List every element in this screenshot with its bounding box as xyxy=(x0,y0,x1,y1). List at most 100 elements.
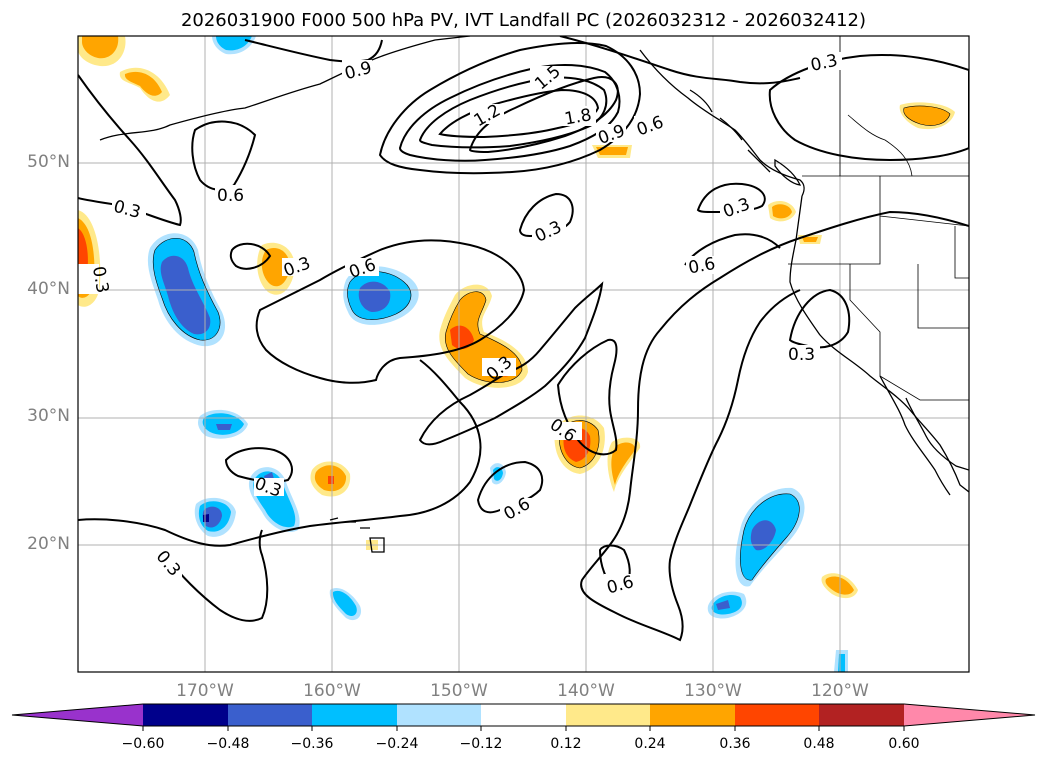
anomaly-outline xyxy=(347,271,412,320)
lon-label-130w: 130°W xyxy=(684,681,742,701)
shading-blob xyxy=(78,36,126,67)
vancouver-island xyxy=(774,158,802,186)
shading-blob xyxy=(203,514,209,522)
contour-label: 0.3 xyxy=(88,265,112,295)
contour-line xyxy=(684,233,781,266)
colorbar-segment xyxy=(228,704,312,726)
colorbar-tick-label: 0.36 xyxy=(719,736,751,752)
shading-blob xyxy=(329,587,362,621)
lat-label-20n: 20°N xyxy=(27,534,70,554)
shading-blob xyxy=(821,573,858,599)
shading-blob xyxy=(216,424,232,430)
contour-line xyxy=(164,529,269,622)
colorbar-under-arrow xyxy=(12,704,143,726)
baja-coast xyxy=(879,375,951,496)
shading-blob xyxy=(343,266,419,325)
shading-blob xyxy=(194,497,236,537)
shading-blob xyxy=(735,487,805,587)
us-west-coast xyxy=(789,195,969,493)
contour-line xyxy=(476,460,544,514)
shading-blob xyxy=(834,650,848,672)
shading-blob xyxy=(248,467,300,532)
shading-blob xyxy=(78,218,95,298)
shading-blob xyxy=(202,506,222,528)
contour-line xyxy=(696,182,766,213)
us-mexico-border xyxy=(879,375,969,401)
shading-blob xyxy=(798,235,822,244)
contour-label: 0.6 xyxy=(217,186,244,206)
shading-blob xyxy=(768,200,796,222)
shading-blob xyxy=(596,147,628,155)
shading-blob xyxy=(750,520,776,551)
shading-blob xyxy=(264,472,276,492)
contour-label: 0.6 xyxy=(605,572,636,598)
colorbar-tick-label: 0.48 xyxy=(803,736,835,752)
shading-blob xyxy=(153,238,220,341)
hawaii-islands xyxy=(329,517,385,553)
contour-label: 0.3 xyxy=(809,51,840,76)
shading-blob xyxy=(493,467,503,481)
contour-label: 0.3 xyxy=(152,547,185,581)
political-borders xyxy=(788,36,969,401)
shading-blob xyxy=(592,145,632,158)
colorbar xyxy=(11,703,1036,731)
shading-blob xyxy=(903,106,950,126)
contour-line xyxy=(556,338,618,456)
colorbar-segment xyxy=(397,704,481,726)
shading-blob xyxy=(554,415,605,474)
shading-blob xyxy=(899,102,955,130)
shading-blob xyxy=(314,465,347,492)
colorbar-segment xyxy=(312,704,397,726)
contour-line xyxy=(244,39,383,63)
anomaly-outlines xyxy=(152,105,951,581)
shading-blob xyxy=(445,291,522,383)
contour-label: 0.6 xyxy=(546,415,580,447)
colorbar-segment xyxy=(481,704,566,726)
contour-label: 0.6 xyxy=(634,112,666,140)
contour-label: 0.3 xyxy=(281,253,313,281)
shading-blob xyxy=(332,590,357,617)
shading-blob xyxy=(490,463,506,485)
contour-label: 0.3 xyxy=(483,352,517,385)
shading-blob xyxy=(198,501,231,532)
colorbar-segment xyxy=(566,704,650,726)
shading-blob xyxy=(825,576,854,595)
shading-blob xyxy=(253,471,296,528)
contour-line xyxy=(598,544,631,589)
shading-blob xyxy=(160,255,211,335)
colorbar-segment xyxy=(143,704,228,726)
colorbar-segment xyxy=(735,704,819,726)
shading-blob xyxy=(261,248,290,287)
shading-blob xyxy=(772,204,792,219)
canada-provinces xyxy=(839,36,913,177)
contour-line xyxy=(224,447,293,483)
contour-line xyxy=(559,36,801,85)
shading-blob xyxy=(358,281,391,312)
bc-islands xyxy=(689,89,771,173)
state-border xyxy=(849,264,881,376)
contour-line xyxy=(78,359,482,547)
anomaly-outline xyxy=(903,105,951,126)
contour-line xyxy=(438,88,600,139)
lon-label-150w: 150°W xyxy=(430,681,488,701)
shading-blob xyxy=(716,600,730,610)
anomaly-outline xyxy=(444,291,523,383)
colorbar-tick-label: −0.60 xyxy=(121,736,165,752)
pv-contours xyxy=(78,36,969,642)
contour-label: 0.6 xyxy=(501,494,534,525)
map-title: 2026031900 F000 500 hPa PV, IVT Landfall… xyxy=(180,10,867,31)
contour-line xyxy=(418,76,608,149)
colorbar-tick-label: −0.12 xyxy=(459,736,503,752)
lat-label-50n: 50°N xyxy=(27,152,70,172)
shading-blob xyxy=(202,413,244,435)
lon-label-120w: 120°W xyxy=(811,681,869,701)
colorbar-tick-label: 0.12 xyxy=(550,736,582,752)
anomaly-outline xyxy=(152,237,221,341)
shading-blob xyxy=(802,237,818,242)
lat-label-30n: 30°N xyxy=(27,406,70,426)
contour-label: 0.3 xyxy=(721,194,753,222)
shading-blob xyxy=(711,595,742,615)
contour-label: 1.8 xyxy=(563,105,593,129)
shading-blob xyxy=(257,242,295,295)
colorbar-tick-label: 0.60 xyxy=(888,736,920,752)
